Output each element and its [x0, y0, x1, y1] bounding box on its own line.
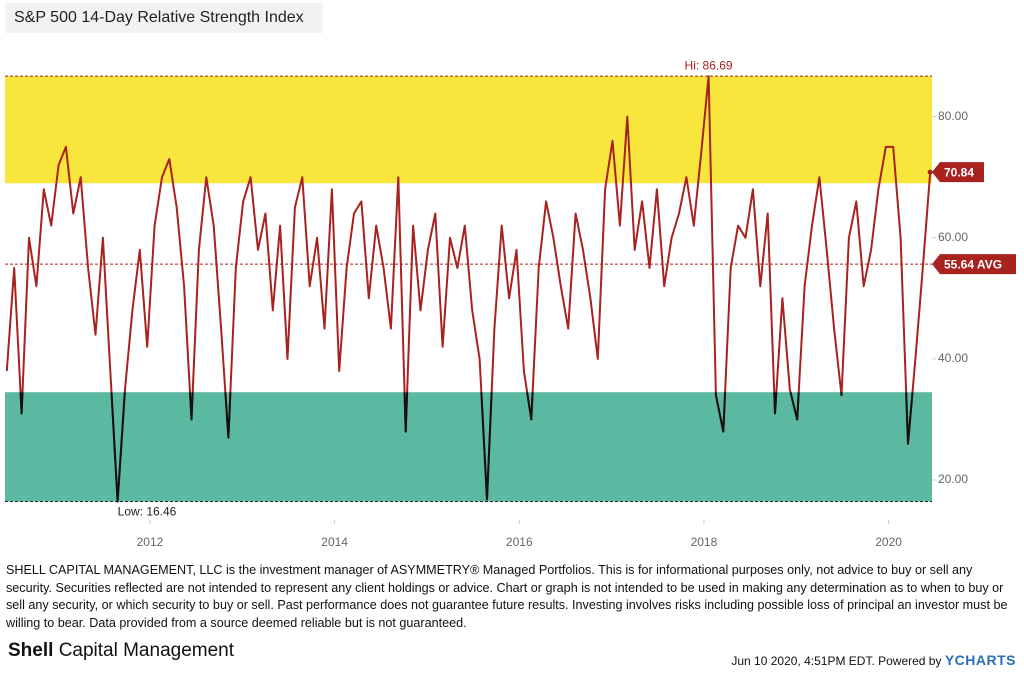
brand-rest: Capital Management: [58, 640, 235, 661]
x-tick-label: 2016: [506, 535, 533, 549]
disclaimer: SHELL CAPITAL MANAGEMENT, LLC is the inv…: [6, 563, 1008, 630]
y-tick-label: 60.00: [938, 230, 968, 244]
high-label: Hi: 86.69: [685, 58, 733, 72]
provider: YCHARTS: [944, 652, 1016, 668]
overbought-zone: [5, 76, 932, 184]
low-label: Low: 16.46: [118, 505, 177, 519]
y-tick-label: 20.00: [938, 472, 968, 486]
x-tick-label: 2014: [321, 535, 348, 549]
y-tick-label: 40.00: [938, 351, 968, 365]
y-tick-label: 80.00: [938, 109, 968, 123]
x-tick-label: 2018: [691, 535, 718, 549]
brand: Shell Capital Management: [8, 640, 234, 662]
value-tag-label: 70.84: [944, 165, 974, 179]
series-line-oversold: [19, 392, 914, 503]
brand-bold: Shell: [8, 640, 54, 661]
timestamp: Jun 10 2020, 4:51PM EDT. Powered by YCHA…: [731, 652, 1016, 668]
oversold-zone: [5, 392, 932, 502]
x-tick-label: 2020: [875, 535, 902, 549]
last-point: [927, 169, 933, 175]
chart: S&P 500 14-Day Relative Strength Index 2…: [5, 3, 1016, 549]
value-tag-label: 55.64 AVG: [944, 257, 1002, 271]
title-box: [5, 3, 323, 33]
chart-title: S&P 500 14-Day Relative Strength Index: [14, 9, 304, 26]
timestamp-text: Jun 10 2020, 4:51PM EDT. Powered by: [731, 654, 942, 668]
x-tick-label: 2012: [137, 535, 164, 549]
value-tag: [932, 254, 1016, 275]
value-tag: [932, 162, 984, 183]
